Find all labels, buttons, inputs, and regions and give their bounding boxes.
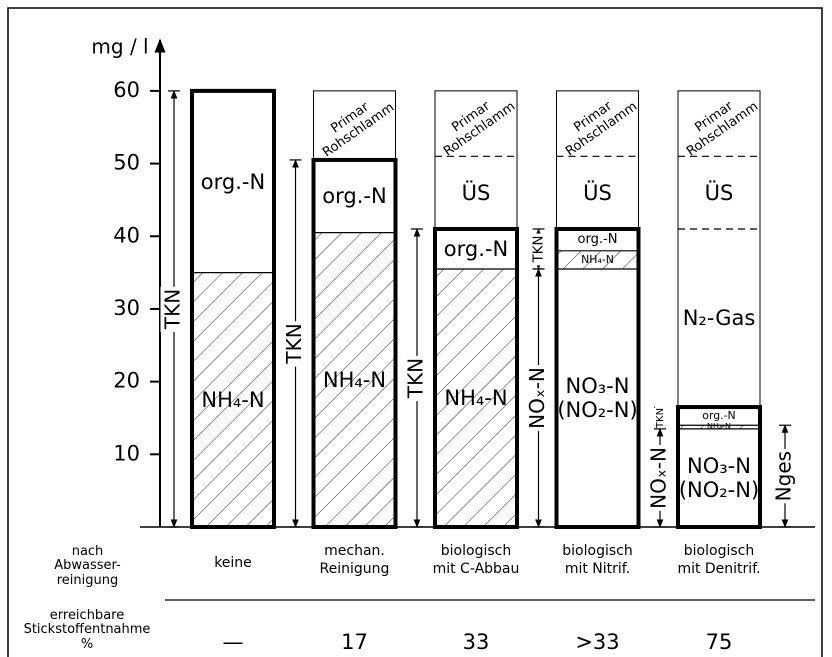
segment-label: org.-N xyxy=(314,160,396,233)
segment-label-text: Primar Rohschlamm xyxy=(312,89,398,161)
tkn-bracket-label: TKN xyxy=(404,358,428,399)
segment-label: NH₄-N xyxy=(314,233,396,527)
segment-label-text: org.-N xyxy=(444,237,508,261)
nges-bracket-label: Nges xyxy=(772,451,796,501)
tkn-bracket-label: TKN xyxy=(282,323,306,364)
segment-label-text: NH₄-N xyxy=(444,386,507,410)
removal-value: 17 xyxy=(341,630,368,654)
segment-label-text: NO₃-N (NO₂-N) xyxy=(678,454,760,502)
segment-label: Primar Rohschlamm xyxy=(557,91,639,156)
segment-label: NH₄-N xyxy=(557,251,639,269)
segment-label: NO₃-N (NO₂-N) xyxy=(557,269,639,527)
segment-label: ÜS xyxy=(435,156,517,229)
segment-label: NH₄-N xyxy=(435,269,517,527)
category-label: biologisch xyxy=(562,543,632,559)
y-axis-label: mg / l xyxy=(91,35,148,59)
y-tick-label: 30 xyxy=(113,296,140,320)
removal-value: 75 xyxy=(706,630,733,654)
segment-label: org.-N xyxy=(557,229,639,251)
segment-label-text: org.-N xyxy=(322,184,386,208)
segment-label-text: Primar Rohschlamm xyxy=(433,87,519,159)
segment-label: org.-N xyxy=(192,91,274,273)
category-label: biologisch xyxy=(441,543,511,559)
segment-label-text: org.-N xyxy=(201,170,265,194)
category-label: Reinigung xyxy=(320,561,390,577)
segment-label-text: NH₄-N xyxy=(201,388,264,412)
segment-label: Primar Rohschlamm xyxy=(678,91,760,156)
y-tick-label: 60 xyxy=(113,78,140,102)
segment-label: Primar Rohschlamm xyxy=(314,91,396,160)
segment-label-text: NH₄-N xyxy=(581,254,614,267)
category-label: keine xyxy=(214,555,252,571)
segment-label-text: Primar Rohschlamm xyxy=(676,87,762,159)
segment-label: ÜS xyxy=(557,156,639,229)
nox-bracket-label: NOₓ-N xyxy=(647,447,671,509)
category-label: biologisch xyxy=(684,543,754,559)
segment-label-text: NH₄-N xyxy=(323,368,386,392)
segment-label-text: ÜS xyxy=(583,181,612,205)
segment-label: N₂-Gas xyxy=(678,229,760,407)
segment-label: Primar Rohschlamm xyxy=(435,91,517,156)
segment-label-text: ÜS xyxy=(705,181,734,205)
category-label: mit C-Abbau xyxy=(433,561,520,577)
category-heading: nach Abwasser-reinigung xyxy=(40,545,135,588)
segment-label-text: org.-N xyxy=(702,410,735,423)
removal-value: 33 xyxy=(463,630,490,654)
y-tick-label: 40 xyxy=(113,223,140,247)
segment-label-text: N₂-Gas xyxy=(683,306,756,330)
category-label: mit Denitrif. xyxy=(677,561,760,577)
tkn-bracket-label: TKN xyxy=(532,236,547,264)
nox-bracket-label: NOₓ-N xyxy=(525,367,549,429)
segment-label-text: org.-N xyxy=(577,232,617,247)
removal-heading: erreichbare Stickstoffentnahme % xyxy=(22,609,152,652)
tkn-bracket-label: TKN xyxy=(655,408,666,429)
removal-value: >33 xyxy=(575,630,619,654)
segment-label-text: NO₃-N (NO₂-N) xyxy=(557,374,639,422)
category-label: mechan. xyxy=(324,543,385,559)
segment-label: NO₃-N (NO₂-N) xyxy=(678,429,760,527)
figure: mg / l 10 20 30 40 50 60 TKN keine — TKN mechan. Re… xyxy=(0,0,832,657)
segment-label: NH₄-N xyxy=(192,273,274,527)
segment-label: org.-N xyxy=(678,407,760,425)
removal-value: — xyxy=(223,630,244,654)
segment-label-text: Primar Rohschlamm xyxy=(555,87,641,159)
segment-label-text: ÜS xyxy=(462,181,491,205)
y-tick-label: 50 xyxy=(113,151,140,175)
segment-label: ÜS xyxy=(678,156,760,229)
segment-label: org.-N xyxy=(435,229,517,269)
category-label: mit Nitrif. xyxy=(565,561,630,577)
y-tick-label: 10 xyxy=(113,441,140,465)
tkn-bracket-label: TKN xyxy=(161,289,185,330)
y-tick-label: 20 xyxy=(113,369,140,393)
segment-label: NH₄-N xyxy=(678,425,760,429)
